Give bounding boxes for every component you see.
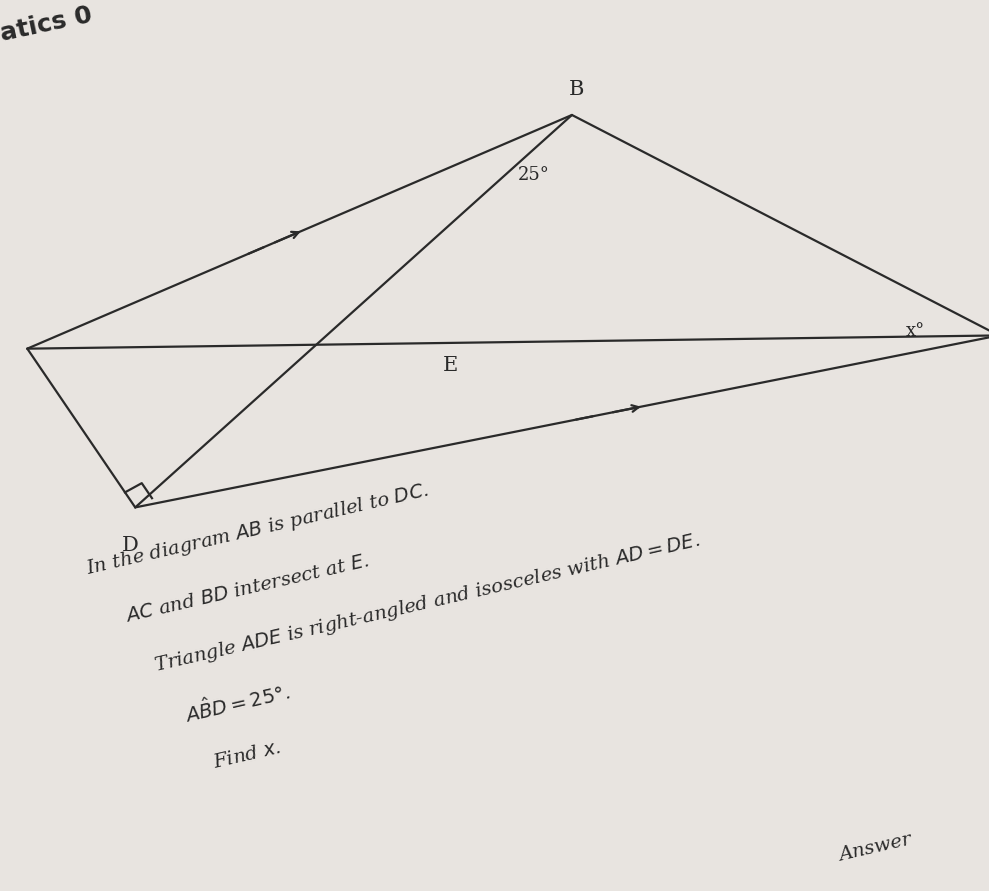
Text: $A\hat{B}D = 25°$.: $A\hat{B}D = 25°$.: [182, 678, 292, 727]
Text: D: D: [122, 535, 138, 554]
Text: Find $x$.: Find $x$.: [212, 739, 283, 772]
Text: $AC$ and $BD$ intersect at $E$.: $AC$ and $BD$ intersect at $E$.: [124, 552, 371, 626]
Text: B: B: [569, 80, 584, 99]
Text: 25°: 25°: [518, 166, 550, 184]
Text: atics 0: atics 0: [0, 3, 94, 45]
Text: Triangle $ADE$ is right-angled and isosceles with $AD = DE$.: Triangle $ADE$ is right-angled and isosc…: [152, 529, 702, 677]
Text: E: E: [442, 356, 458, 375]
Text: In the diagram $AB$ is parallel to $DC$.: In the diagram $AB$ is parallel to $DC$.: [84, 479, 431, 580]
Text: x°: x°: [906, 322, 925, 340]
Text: Answer: Answer: [838, 830, 914, 864]
